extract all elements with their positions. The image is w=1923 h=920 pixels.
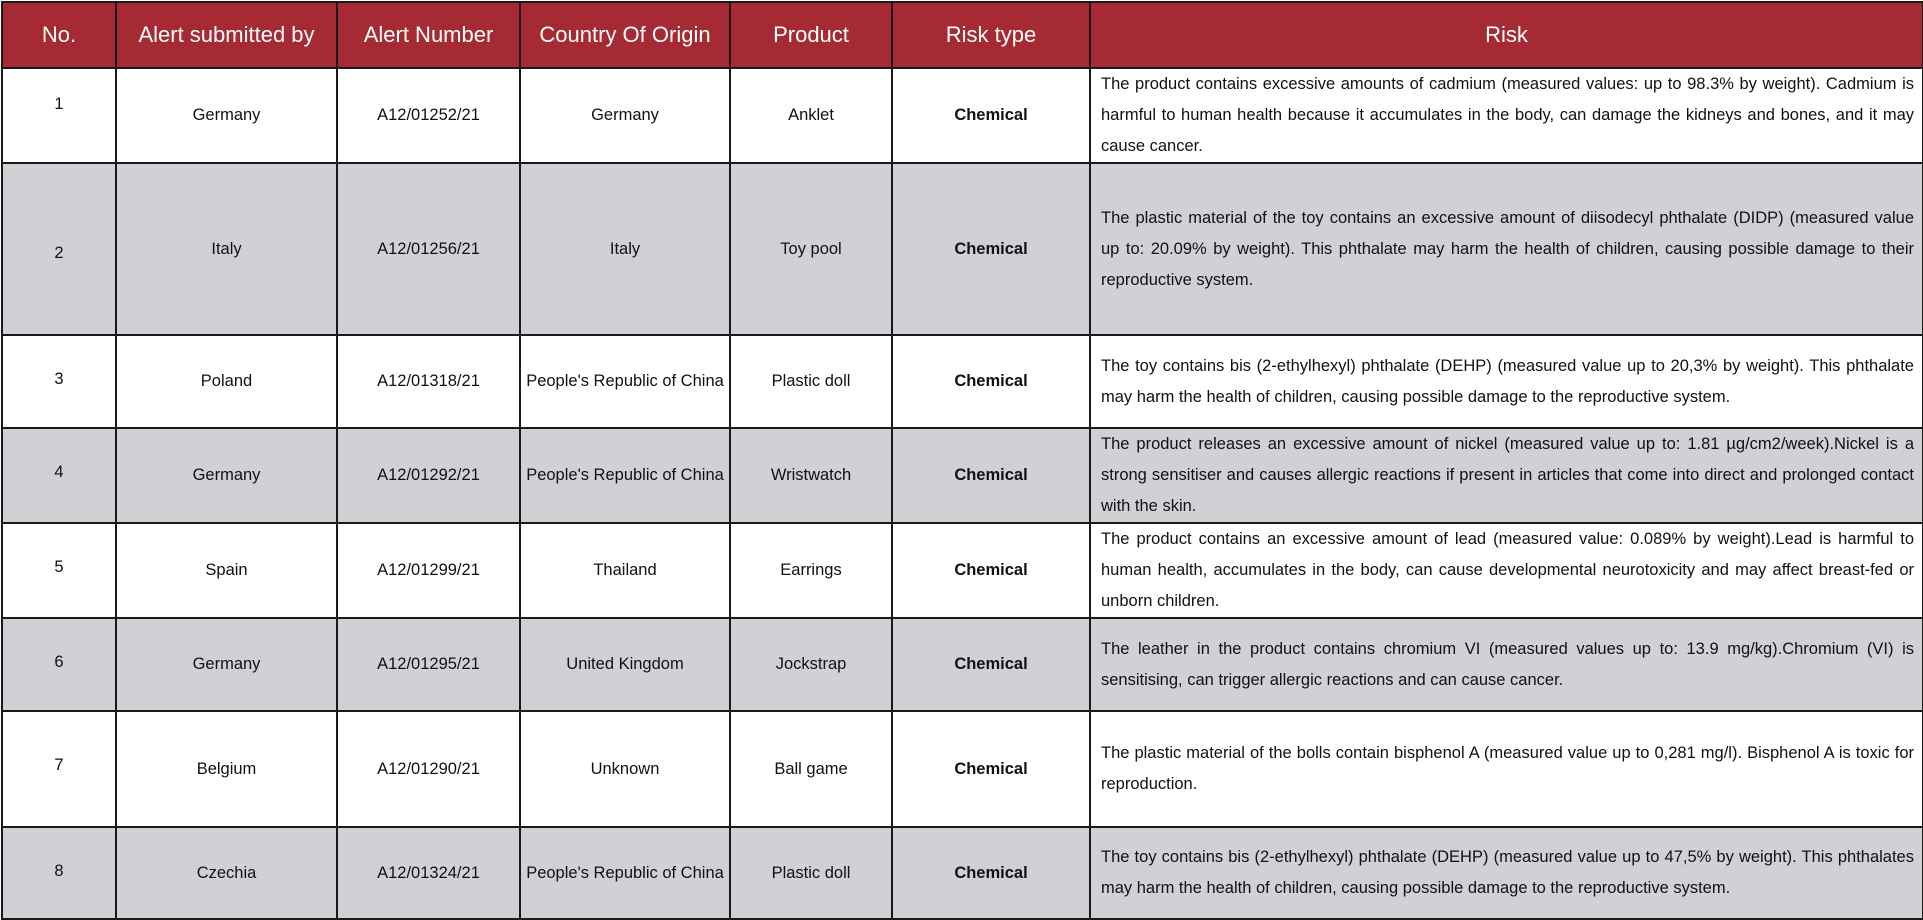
cell-risk: The product contains an excessive amount… — [1089, 522, 1923, 619]
header-risk-type: Risk type — [891, 1, 1091, 69]
table-row: 1 Germany A12/01252/21 Germany Anklet Ch… — [1, 67, 1923, 164]
row-number: 8 — [54, 862, 64, 880]
row-number: 6 — [54, 653, 64, 671]
header-row: No. Alert submitted by Alert Number Coun… — [1, 1, 1923, 69]
cell-submitted-by: Germany — [115, 67, 338, 164]
header-risk: Risk — [1089, 1, 1923, 69]
cell-product: Anklet — [729, 67, 893, 164]
header-alert-number: Alert Number — [336, 1, 521, 69]
cell-risk: The product contains excessive amounts o… — [1089, 67, 1923, 164]
cell-product: Plastic doll — [729, 334, 893, 429]
table-row: 2 Italy A12/01256/21 Italy Toy pool Chem… — [1, 162, 1923, 336]
cell-alert-number: A12/01299/21 — [336, 522, 521, 619]
cell-no: 5 — [1, 522, 117, 619]
risk-text: The plastic material of the bolls contai… — [1101, 744, 1914, 793]
cell-no: 4 — [1, 427, 117, 524]
cell-alert-number: A12/01256/21 — [336, 162, 521, 336]
cell-risk-type: Chemical — [891, 67, 1091, 164]
risk-text: The product releases an excessive amount… — [1101, 435, 1914, 515]
cell-submitted-by: Czechia — [115, 826, 338, 920]
risk-text: The toy contains bis (2-ethylhexyl) phth… — [1101, 356, 1914, 406]
cell-risk-type: Chemical — [891, 162, 1091, 336]
cell-no: 7 — [1, 710, 117, 828]
cell-submitted-by: Germany — [115, 617, 338, 712]
header-no: No. — [1, 1, 117, 69]
row-number: 2 — [54, 244, 64, 262]
cell-risk-type: Chemical — [891, 710, 1091, 828]
header-country-of-origin: Country Of Origin — [519, 1, 731, 69]
risk-text: The toy contains bis (2-ethylhexyl) phth… — [1101, 848, 1914, 897]
row-number: 5 — [54, 558, 64, 576]
cell-alert-number: A12/01252/21 — [336, 67, 521, 164]
cell-risk-type: Chemical — [891, 826, 1091, 920]
risk-text: The plastic material of the toy contains… — [1101, 208, 1914, 289]
cell-country-of-origin: Germany — [519, 67, 731, 164]
cell-submitted-by: Spain — [115, 522, 338, 619]
cell-risk: The toy contains bis (2-ethylhexyl) phth… — [1089, 826, 1923, 920]
row-number: 3 — [54, 370, 64, 388]
cell-no: 1 — [1, 67, 117, 164]
cell-alert-number: A12/01324/21 — [336, 826, 521, 920]
cell-risk-type: Chemical — [891, 522, 1091, 619]
cell-country-of-origin: People's Republic of China — [519, 826, 731, 920]
cell-risk: The plastic material of the bolls contai… — [1089, 710, 1923, 828]
cell-no: 3 — [1, 334, 117, 429]
cell-risk: The toy contains bis (2-ethylhexyl) phth… — [1089, 334, 1923, 429]
cell-country-of-origin: Italy — [519, 162, 731, 336]
cell-alert-number: A12/01290/21 — [336, 710, 521, 828]
cell-risk: The plastic material of the toy contains… — [1089, 162, 1923, 336]
cell-risk: The product releases an excessive amount… — [1089, 427, 1923, 524]
risk-text: The product contains excessive amounts o… — [1101, 75, 1914, 155]
header-submitted-by: Alert submitted by — [115, 1, 338, 69]
cell-product: Plastic doll — [729, 826, 893, 920]
cell-country-of-origin: Unknown — [519, 710, 731, 828]
cell-product: Earrings — [729, 522, 893, 619]
table-row: 5 Spain A12/01299/21 Thailand Earrings C… — [1, 522, 1923, 619]
row-number: 4 — [54, 463, 64, 481]
cell-no: 2 — [1, 162, 117, 336]
cell-product: Toy pool — [729, 162, 893, 336]
cell-no: 6 — [1, 617, 117, 712]
table-row: 3 Poland A12/01318/21 People's Republic … — [1, 334, 1923, 429]
cell-alert-number: A12/01292/21 — [336, 427, 521, 524]
cell-risk: The leather in the product contains chro… — [1089, 617, 1923, 712]
cell-country-of-origin: United Kingdom — [519, 617, 731, 712]
cell-submitted-by: Italy — [115, 162, 338, 336]
cell-product: Jockstrap — [729, 617, 893, 712]
cell-alert-number: A12/01318/21 — [336, 334, 521, 429]
risk-text: The leather in the product contains chro… — [1101, 639, 1914, 689]
cell-country-of-origin: People's Republic of China — [519, 334, 731, 429]
cell-product: Wristwatch — [729, 427, 893, 524]
cell-submitted-by: Belgium — [115, 710, 338, 828]
table-row: 6 Germany A12/01295/21 United Kingdom Jo… — [1, 617, 1923, 712]
row-number: 7 — [54, 756, 64, 774]
cell-no: 8 — [1, 826, 117, 920]
header-product: Product — [729, 1, 893, 69]
cell-risk-type: Chemical — [891, 617, 1091, 712]
table-row: 4 Germany A12/01292/21 People's Republic… — [1, 427, 1923, 524]
cell-product: Ball game — [729, 710, 893, 828]
cell-country-of-origin: Thailand — [519, 522, 731, 619]
table-row: 8 Czechia A12/01324/21 People's Republic… — [1, 826, 1923, 920]
cell-alert-number: A12/01295/21 — [336, 617, 521, 712]
cell-submitted-by: Germany — [115, 427, 338, 524]
cell-risk-type: Chemical — [891, 427, 1091, 524]
table-row: 7 Belgium A12/01290/21 Unknown Ball game… — [1, 710, 1923, 828]
row-number: 1 — [54, 95, 64, 113]
cell-country-of-origin: People's Republic of China — [519, 427, 731, 524]
cell-risk-type: Chemical — [891, 334, 1091, 429]
risk-text: The product contains an excessive amount… — [1101, 530, 1914, 610]
cell-submitted-by: Poland — [115, 334, 338, 429]
